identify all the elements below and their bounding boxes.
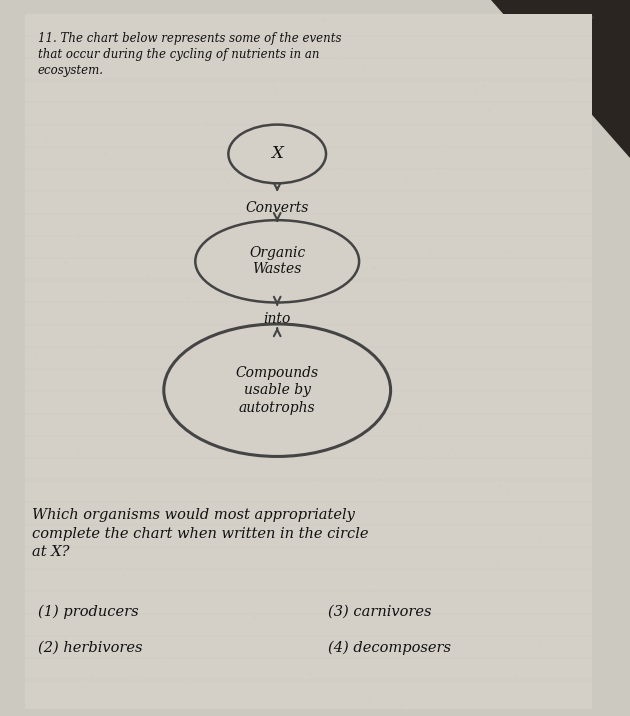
FancyBboxPatch shape [25,14,592,709]
Text: into: into [263,311,291,326]
Text: (4) decomposers: (4) decomposers [328,641,450,655]
Text: (1) producers: (1) producers [38,605,139,619]
Text: 11. The chart below represents some of the events
that occur during the cycling : 11. The chart below represents some of t… [38,32,341,77]
Text: Organic
Wastes: Organic Wastes [249,246,306,276]
Text: X: X [272,145,283,163]
Ellipse shape [195,220,359,302]
Polygon shape [491,0,630,158]
Text: Which organisms would most appropriately
complete the chart when written in the : Which organisms would most appropriately… [32,508,368,559]
Text: (2) herbivores: (2) herbivores [38,641,142,655]
Text: Converts: Converts [246,200,309,215]
Text: Compounds
usable by
autotrophs: Compounds usable by autotrophs [236,366,319,415]
Text: (3) carnivores: (3) carnivores [328,605,431,619]
Ellipse shape [228,125,326,183]
Ellipse shape [164,324,391,457]
